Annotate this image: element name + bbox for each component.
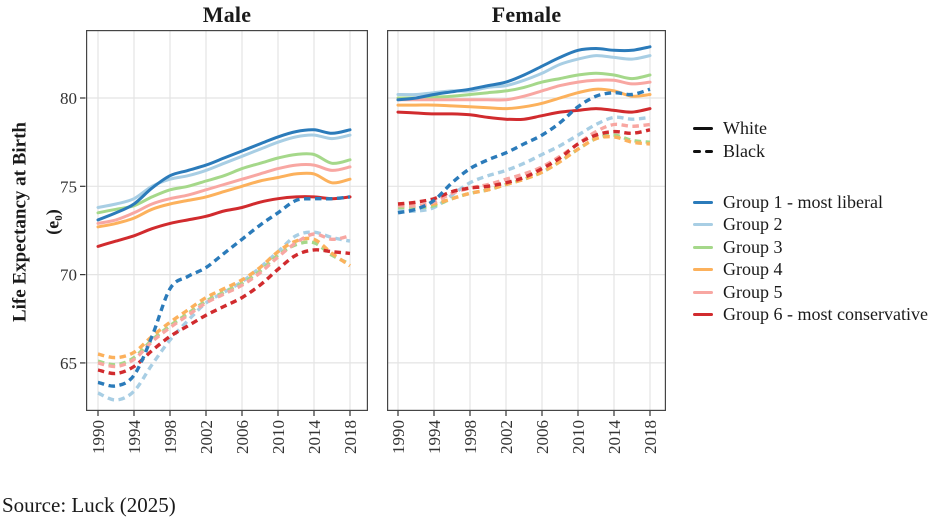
legend-linetype-white: White [693,117,928,140]
x-tick-label: 1990 [89,420,108,454]
x-tick-label: 2002 [497,420,516,454]
panel-border-female [387,30,666,411]
x-tick-label: 2014 [605,420,624,455]
x-tick-label: 2002 [197,420,216,454]
x-tick-label: 2018 [641,420,660,454]
x-tick-label: 2014 [305,420,324,455]
line-male-black-group-5 [97,232,351,369]
panel-male [86,30,368,411]
solid-line-key-icon [693,126,713,131]
group-5-color-key-icon [693,290,713,294]
y-tick-label: 75 [60,177,77,196]
legend: White Black Group 1 - most liberal Group 2… [693,117,928,326]
line-female-black-group-1 [397,87,651,215]
y-axis-title: Life Expectancy at Birth [9,122,31,323]
legend-linetype-label: Black [723,141,765,161]
y-tick-label: 80 [60,89,77,108]
panel-border-male [86,30,368,411]
line-male-white-group-1 [96,128,352,222]
x-tick-label: 1998 [461,420,480,454]
legend-group-section: Group 1 - most liberal Group 2 Group 3 Grou… [693,191,928,326]
legend-group-2: Group 2 [693,214,928,237]
legend-group-label: Group 1 - most liberal [723,191,883,212]
legend-group-6: Group 6 - most conservative [693,304,928,327]
dashed-line-key-icon [693,149,713,154]
group-6-color-key-icon [693,313,713,317]
x-tick-label: 2006 [533,420,552,454]
line-male-white-group-4 [96,171,352,229]
legend-group-label: Group 4 [723,259,783,280]
legend-group-1: Group 1 - most liberal [693,191,928,214]
legend-linetype-black: Black [693,140,928,163]
group-4-color-key-icon [693,268,713,272]
x-tick-label: 1994 [425,420,444,455]
legend-group-4: Group 4 [693,259,928,282]
line-male-black-group-6 [97,248,351,376]
x-axis-female: 1990 1994 1998 2002 2006 2010 2014 2018 [389,411,660,454]
line-male-black-group-2 [97,230,351,402]
line-female-black-group-6 [397,128,651,206]
legend-linetype-label: White [723,118,767,138]
panel-title-male: Male [202,2,252,27]
line-female-white-group-1 [396,45,652,102]
line-female-black-group-2 [397,115,651,213]
legend-group-label: Group 5 [723,281,783,302]
legend-group-5: Group 5 [693,281,928,304]
group-1-color-key-icon [693,200,713,204]
line-male-white-group-5 [96,163,352,225]
x-tick-label: 2010 [269,420,288,454]
y-axis-subtitle: (e₀) [42,209,63,235]
y-axis: 80 75 70 65 [60,89,86,373]
x-tick-label: 2010 [569,420,588,454]
panel-title-female: Female [491,2,562,27]
y-tick-label: 65 [60,354,77,373]
line-female-white-group-5 [396,78,652,102]
group-2-color-key-icon [693,223,713,227]
panel-female [387,30,666,411]
line-male-black-group-3 [97,240,351,367]
line-male-white-group-3 [96,152,352,215]
y-tick-label: 70 [60,266,77,285]
line-male-white-group-6 [96,195,352,248]
line-male-black-group-4 [97,236,351,360]
legend-linetype-section: White Black [693,117,928,163]
x-tick-label: 1994 [125,420,144,455]
x-axis-male: 1990 1994 1998 2002 2006 2010 2014 2018 [89,411,360,454]
group-3-color-key-icon [693,245,713,249]
line-female-black-group-4 [397,134,651,208]
line-male-white-group-2 [96,133,352,209]
x-tick-label: 1990 [389,420,408,454]
line-male-black-group-1 [97,195,351,388]
x-tick-label: 2018 [341,420,360,454]
x-tick-label: 1998 [161,420,180,454]
line-female-white-group-3 [396,71,652,100]
source-note: Source: Luck (2025) [2,493,176,517]
line-female-white-group-6 [396,107,652,122]
legend-group-label: Group 6 - most conservative [723,304,928,325]
line-female-white-group-4 [396,87,652,111]
legend-group-label: Group 2 [723,214,783,235]
legend-group-3: Group 3 [693,236,928,259]
x-tick-label: 2006 [233,420,252,454]
legend-group-label: Group 3 [723,236,783,257]
